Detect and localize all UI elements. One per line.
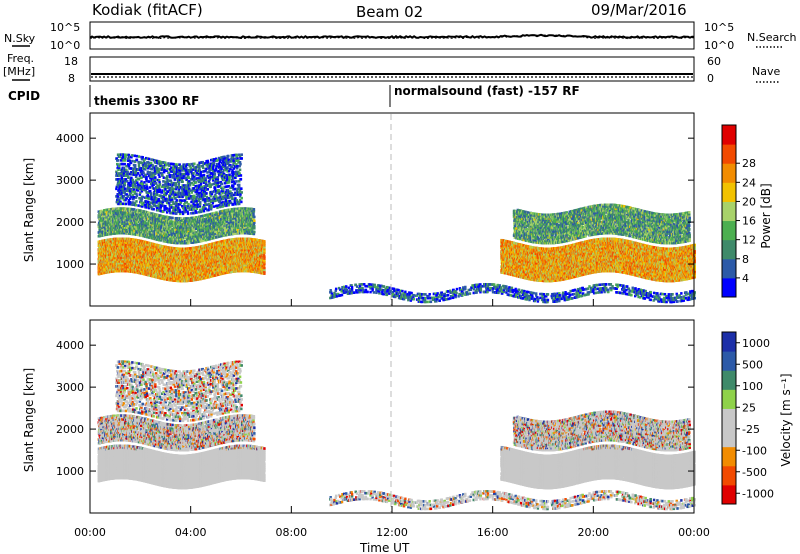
cpid-segment-2: normalsound (fast) -157 RF	[394, 84, 580, 98]
noise-series	[90, 35, 694, 38]
station-title: Kodiak (fitACF)	[92, 1, 203, 19]
noise-tick-top-left: 10^5	[50, 21, 80, 34]
beam-title: Beam 02	[356, 3, 423, 21]
nave-tick-bottom: 0	[707, 72, 714, 85]
noise-tick-bottom-right: 10^0	[704, 39, 734, 52]
freq-unit: [MHz]	[3, 65, 35, 78]
freq-label: Freq.	[7, 52, 34, 65]
cpid-segment-1: themis 3300 RF	[94, 94, 199, 108]
freq-tick-bottom: 8	[68, 72, 75, 85]
nave-label: Nave	[752, 65, 780, 78]
nsearch-label: N.Search	[747, 31, 797, 44]
freq-tick-top: 18	[64, 55, 78, 68]
cpid-label: CPID	[8, 89, 40, 103]
nsky-label: N.Sky	[4, 32, 36, 45]
nave-tick-top: 60	[707, 55, 721, 68]
date-title: 09/Mar/2016	[591, 1, 687, 19]
noise-tick-top-right: 10^5	[704, 21, 734, 34]
rti-plot: Kodiak (fitACF) Beam 02 09/Mar/2016 N.Sk…	[0, 0, 800, 554]
noise-tick-bottom-left: 10^0	[50, 39, 80, 52]
